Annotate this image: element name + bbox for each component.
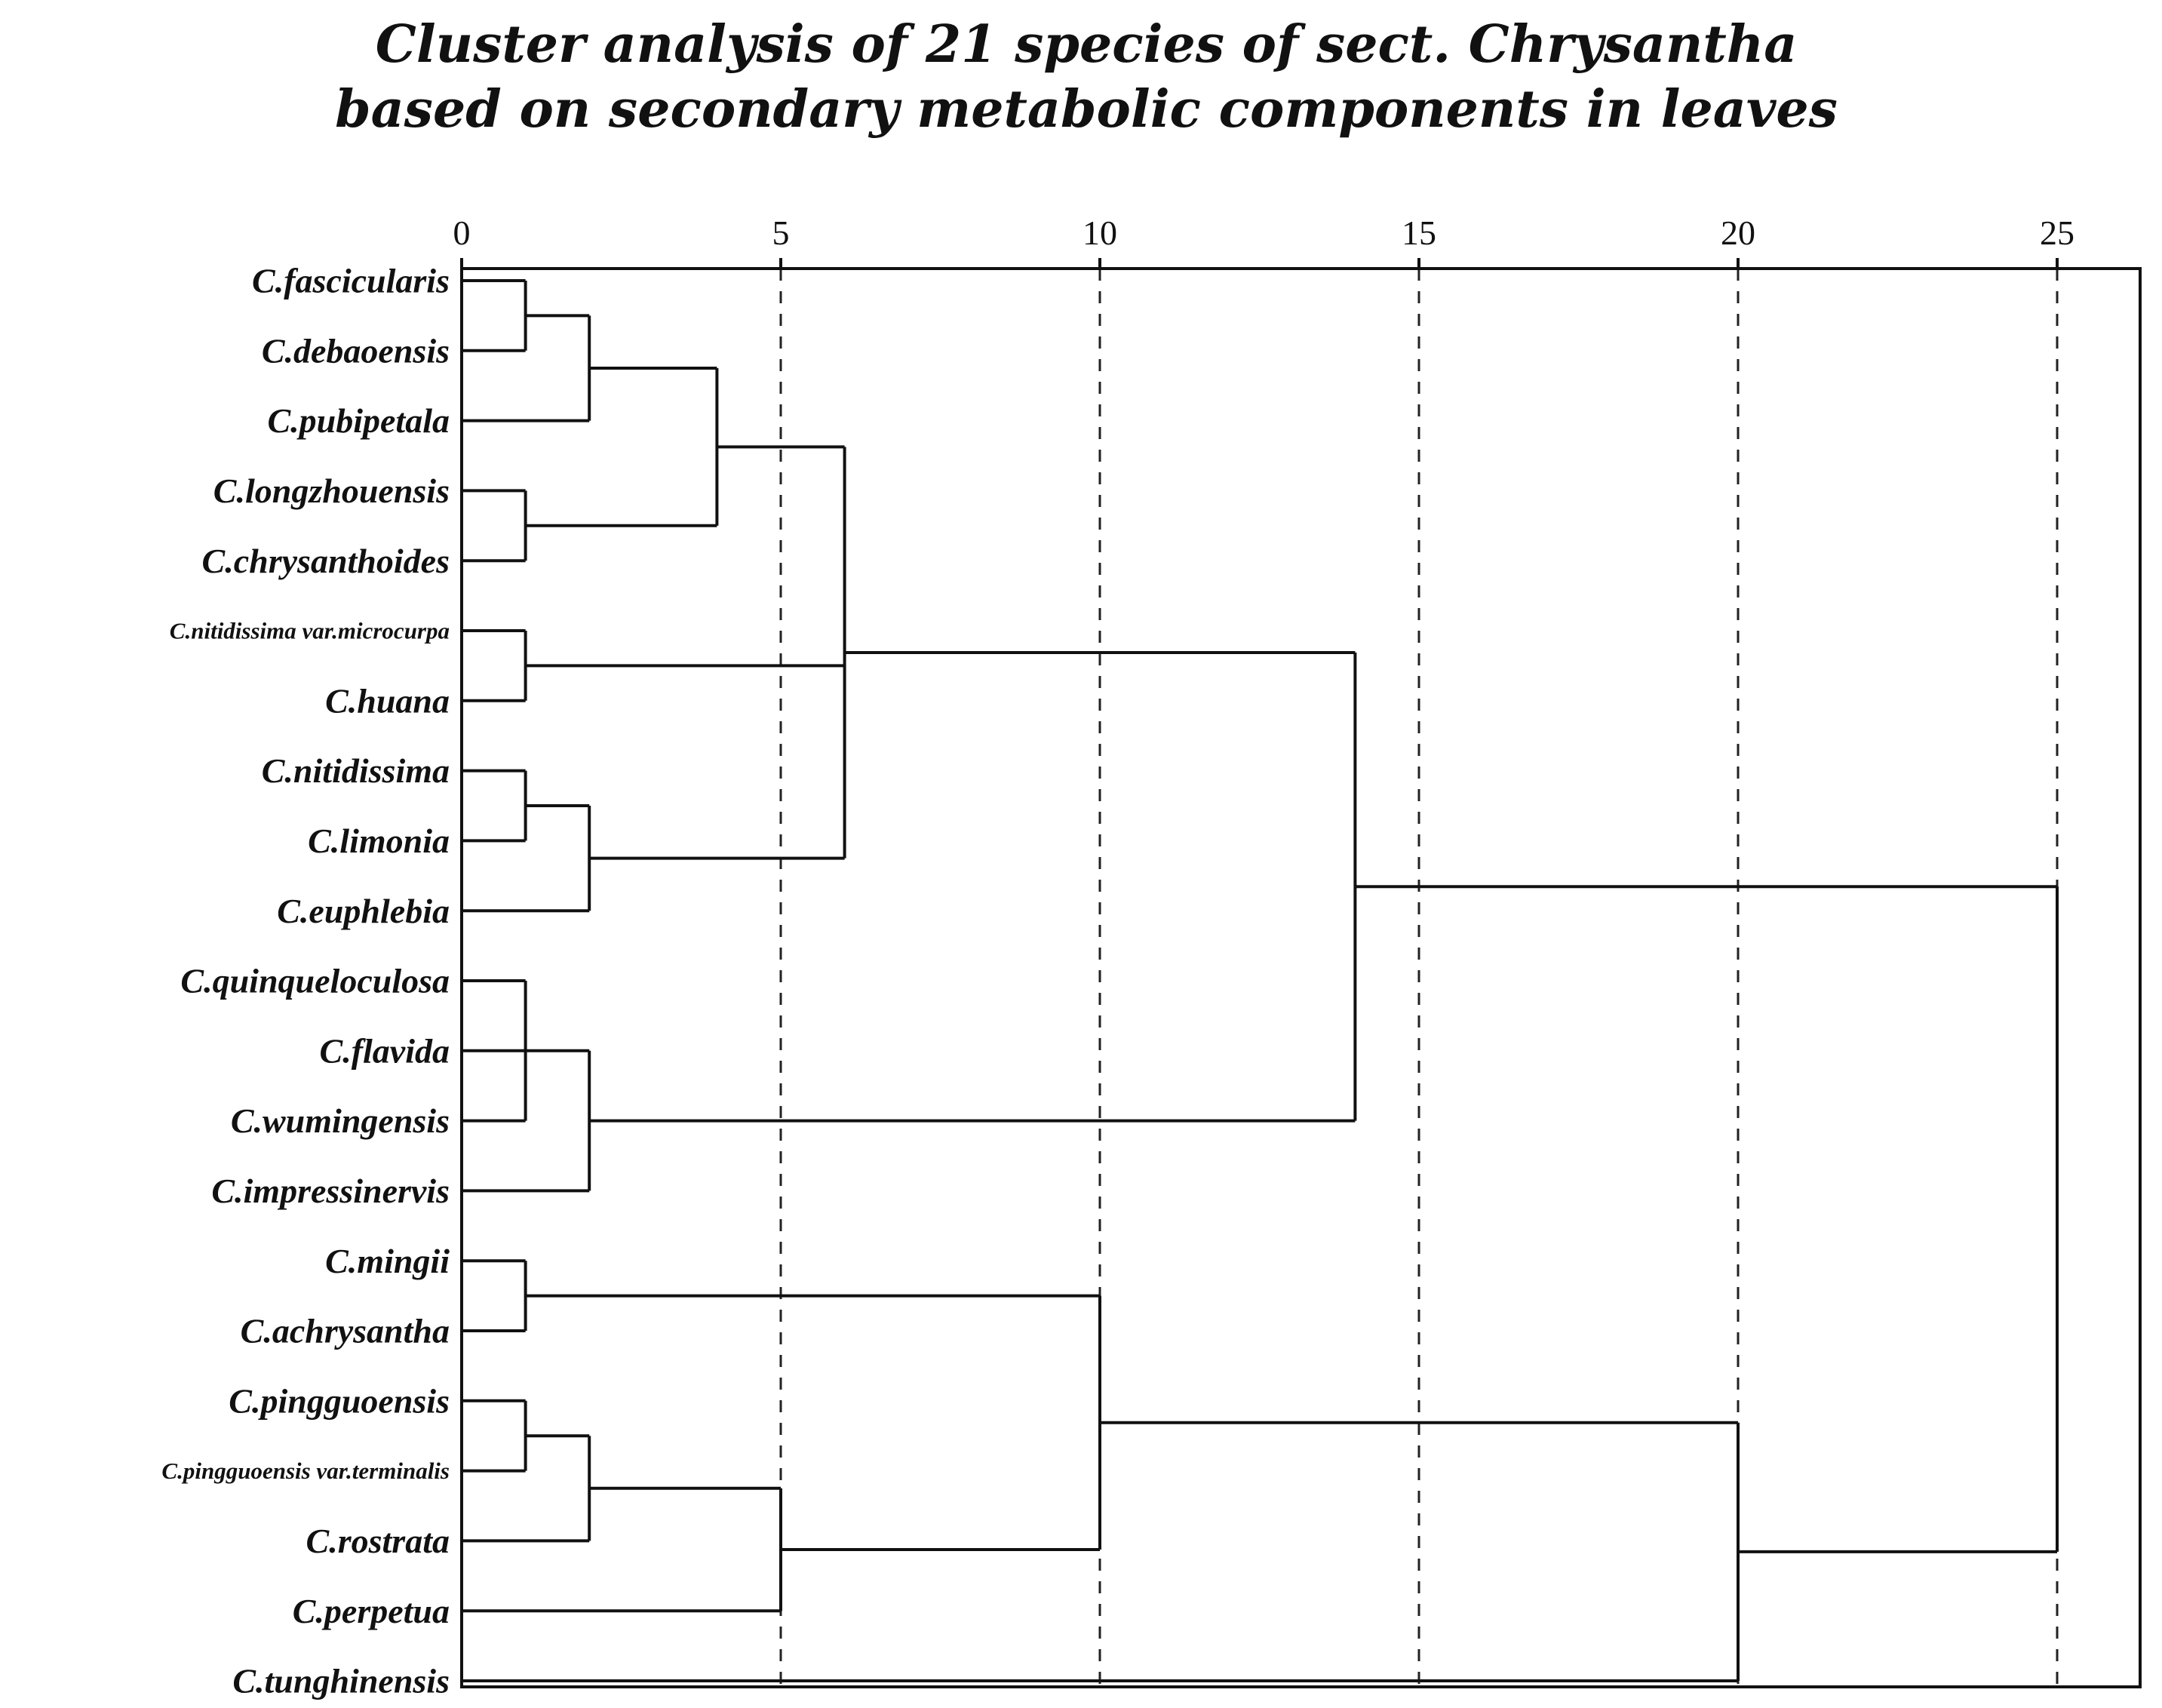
gridlines	[779, 269, 2059, 1687]
leaf-label: C.perpetua	[293, 1592, 450, 1630]
x-tick-label-20: 20	[1721, 214, 1755, 252]
leaf-label: C.achrysantha	[241, 1312, 450, 1350]
leaf-label: C.impressinervis	[211, 1172, 450, 1210]
leaf-label: C.mingii	[325, 1242, 450, 1280]
leaf-label: C.pubipetala	[267, 401, 450, 440]
plot-frame	[460, 267, 2142, 1688]
x-axis: 0 5 10 15 20 25	[453, 214, 2074, 269]
leaf-label: C.limonia	[308, 822, 450, 860]
leaf-label: C.flavida	[320, 1031, 450, 1070]
leaf-label: C.tunghinensis	[232, 1662, 450, 1700]
chart-subtitle: based on secondary metabolic components …	[335, 79, 1838, 140]
leaf-label: C.nitidissima var.microcurpa	[170, 618, 450, 644]
x-tick-label-10: 10	[1083, 214, 1117, 252]
leaf-label: C.huana	[325, 681, 450, 720]
x-tick-label-5: 5	[772, 214, 790, 252]
leaf-label: C.quinqueloculosa	[180, 962, 450, 1000]
x-tick-label-25: 25	[2040, 214, 2074, 252]
leaf-label: C.nitidissima	[262, 751, 450, 790]
leaf-label: C.debaoensis	[262, 331, 450, 370]
leaf-label: C.rostrata	[306, 1522, 450, 1560]
leaf-label: C.longzhouensis	[213, 472, 450, 510]
dendrogram-branches	[462, 279, 2059, 1682]
leaf-label: C.euphlebia	[277, 892, 450, 930]
x-tick-label-0: 0	[453, 214, 471, 252]
x-tick-label-15: 15	[1402, 214, 1436, 252]
leaf-label: C.pingguoensis var.terminalis	[161, 1458, 450, 1484]
leaf-label: C.wumingensis	[231, 1101, 450, 1140]
leaf-label: C.fascicularis	[252, 262, 450, 300]
chart-title: Cluster analysis of 21 species of sect. …	[376, 14, 1798, 75]
leaf-labels: C.fascicularis C.debaoensis C.pubipetala C.…	[161, 262, 450, 1700]
leaf-label: C.chrysanthoides	[202, 542, 450, 580]
leaf-label: C.pingguoensis	[229, 1381, 450, 1420]
